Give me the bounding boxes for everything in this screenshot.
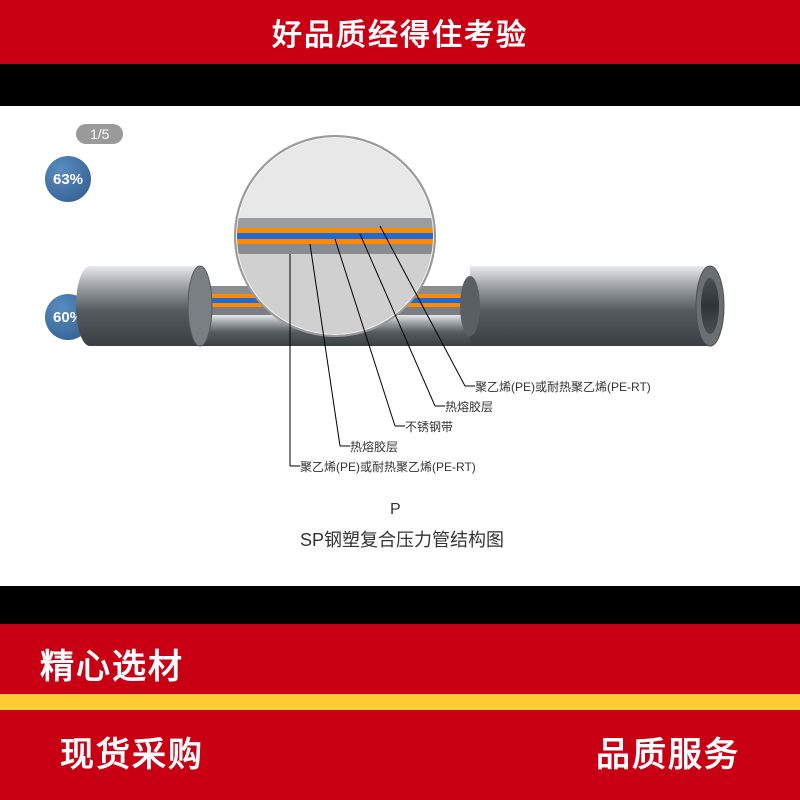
bottom-banner-2-right: 品质服务 (596, 727, 740, 776)
top-banner-text: 好品质经得住考验 (272, 10, 528, 54)
callout-label-4: 热熔胶层 (350, 438, 398, 455)
bottom-banner-1: 精心选材 (0, 624, 800, 702)
top-banner: 好品质经得住考验 (0, 0, 800, 64)
black-strip-top (0, 64, 800, 106)
accent-bar-2 (0, 702, 800, 710)
bottom-banner-2: 现货采购 品质服务 (0, 702, 800, 800)
diagram-area: 1/5 63% 60% (0, 106, 800, 586)
bottom-banner-1-text: 精心选材 (40, 639, 184, 688)
callout-label-2: 热熔胶层 (445, 398, 493, 415)
diagram-sub-letter: P (390, 501, 401, 519)
black-strip-bottom (0, 586, 800, 624)
diagram-title: SP钢塑复合压力管结构图 (300, 526, 504, 552)
accent-bar-1 (0, 694, 800, 702)
callout-label-1: 聚乙烯(PE)或耐热聚乙烯(PE-RT) (475, 378, 651, 395)
callout-label-5: 聚乙烯(PE)或耐热聚乙烯(PE-RT) (300, 458, 476, 475)
callout-label-3: 不锈钢带 (405, 418, 453, 435)
bottom-banner-2-left: 现货采购 (60, 727, 204, 776)
